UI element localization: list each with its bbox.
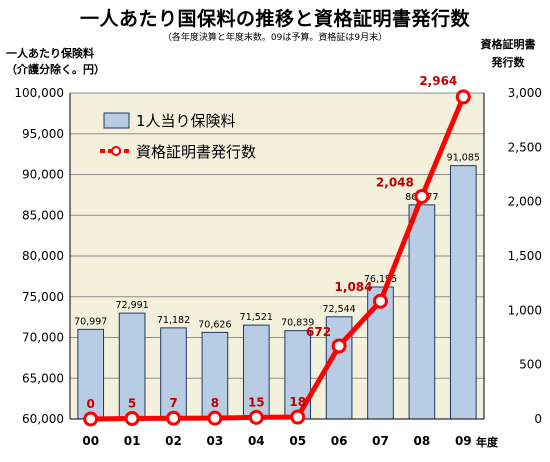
count-point [83,411,99,427]
bar [242,324,270,420]
right-tick-label: 1,500 [508,249,542,263]
x-tick-label: 08 [414,434,431,448]
x-tick-label: 03 [207,434,224,448]
bar [77,328,105,420]
left-tick-label: 85,000 [22,208,64,222]
count-value-label: 18 [289,395,306,409]
count-point [207,410,223,426]
count-line [90,95,466,422]
left-tick-label: 70,000 [22,331,64,345]
x-tick-label: 00 [82,434,99,448]
bar-value-label: 71,182 [157,315,190,326]
left-tick-label: 80,000 [22,249,64,263]
left-axis-label-line2: （介護分除く。円） [6,63,105,76]
x-tick-label: 04 [248,434,265,448]
count-value-label: 5 [128,396,136,410]
left-tick-label: 75,000 [22,290,64,304]
count-point [373,293,388,309]
count-point [290,409,306,425]
count-value-label: 8 [211,396,219,410]
bar-value-label: 71,521 [240,312,273,323]
count-value-label: 15 [248,395,265,409]
legend-bar-swatch [103,112,130,129]
bar [160,327,187,420]
legend-line-marker [111,146,121,156]
count-point [248,409,264,425]
right-tick-label: 0 [534,412,542,426]
x-axis-label: 年度 [476,436,498,449]
bar-value-label: 70,839 [281,318,314,329]
left-tick-label: 90,000 [22,168,64,182]
bar [449,165,477,420]
count-point [414,188,430,204]
x-tick-label: 09 [455,434,472,448]
count-value-label: 1,084 [335,280,373,294]
left-tick-label: 95,000 [22,127,64,141]
x-tick-label: 02 [165,434,182,448]
left-axis-label-line1: 一人あたり保険料 [6,47,94,60]
bar-value-label: 72,544 [322,304,355,315]
left-tick-label: 65,000 [22,371,64,385]
legend-line-label: 資格証明書発行数 [136,143,256,161]
bar-value-label: 72,991 [115,300,148,311]
bar-value-label: 70,626 [198,319,231,330]
chart-subtitle: （各年度決算と年度末数。09は予算。資格証は9月末） [162,33,388,43]
count-value-label: 2,964 [419,74,457,88]
bar [408,204,436,420]
right-axis-label-line1: 資格証明書 [480,38,536,51]
right-tick-label: 500 [519,358,542,372]
bar [201,331,229,420]
bar-value-label: 76,195 [364,274,397,285]
bar-value-label: 70,997 [74,316,107,327]
right-axis-label: 資格証明書 発行数 [470,36,546,72]
count-value-label: 7 [169,396,177,410]
left-axis-label: 一人あたり保険料 （介護分除く。円） [6,46,105,78]
x-tick-label: 01 [124,434,141,448]
right-axis-label-line2: 発行数 [491,56,525,69]
right-tick-label: 2,500 [508,140,542,154]
count-point [331,338,347,354]
count-value-label: 0 [87,397,95,411]
bar [118,312,146,420]
count-point [455,89,471,105]
count-value-label: 2,048 [376,175,414,189]
right-tick-label: 2,000 [508,195,542,209]
left-tick-label: 60,000 [22,412,64,426]
right-tick-label: 1,000 [508,303,542,317]
count-point [166,410,181,426]
legend-bar-label: 1人当り保険料 [136,112,236,130]
bar-value-label: 91,085 [447,153,480,164]
count-value-label: 672 [306,325,331,339]
x-tick-label: 05 [289,434,306,448]
count-point [124,410,140,426]
chart-title: 一人あたり国保料の推移と資格証明書発行数 [79,8,470,30]
x-tick-label: 06 [331,434,348,448]
right-tick-label: 3,000 [508,86,542,100]
left-tick-label: 100,000 [14,86,64,100]
x-tick-label: 07 [372,434,389,448]
